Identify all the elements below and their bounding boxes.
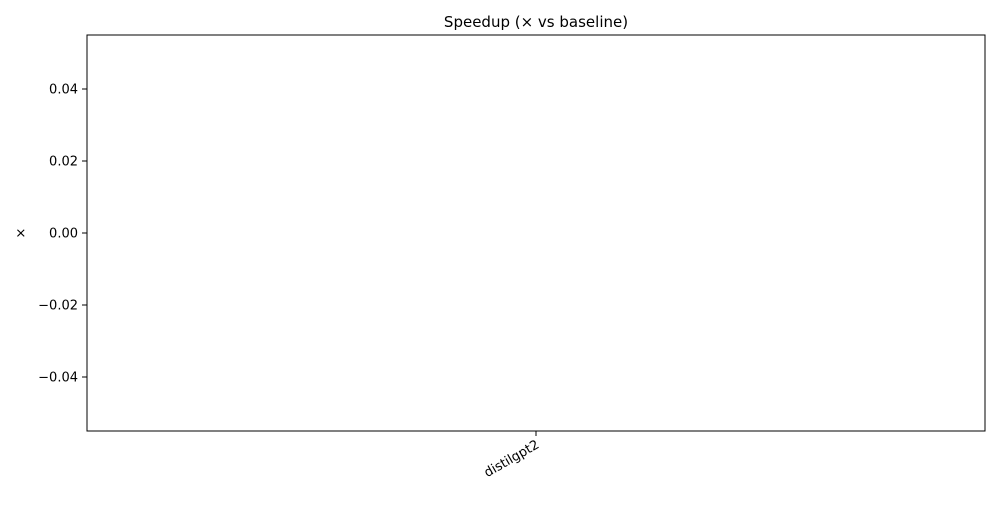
axes-frame — [86, 34, 986, 432]
y-tick-label: 0.00 — [49, 227, 78, 242]
chart-title: Speedup (× vs baseline) — [444, 13, 628, 31]
y-tick-label: −0.04 — [38, 371, 78, 386]
y-tick-label: 0.02 — [49, 155, 78, 170]
y-tick-label: 0.04 — [49, 83, 78, 98]
y-tick-label: −0.02 — [38, 299, 78, 314]
y-axis-label: × — [14, 228, 29, 239]
